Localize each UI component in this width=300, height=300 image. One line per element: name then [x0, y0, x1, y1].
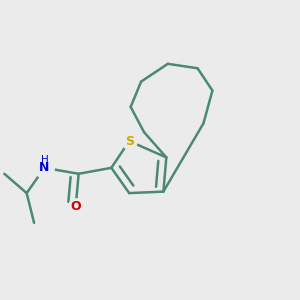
Text: S: S [125, 135, 134, 148]
Text: O: O [70, 200, 81, 213]
Text: N: N [39, 161, 50, 174]
Text: H: H [40, 154, 48, 164]
